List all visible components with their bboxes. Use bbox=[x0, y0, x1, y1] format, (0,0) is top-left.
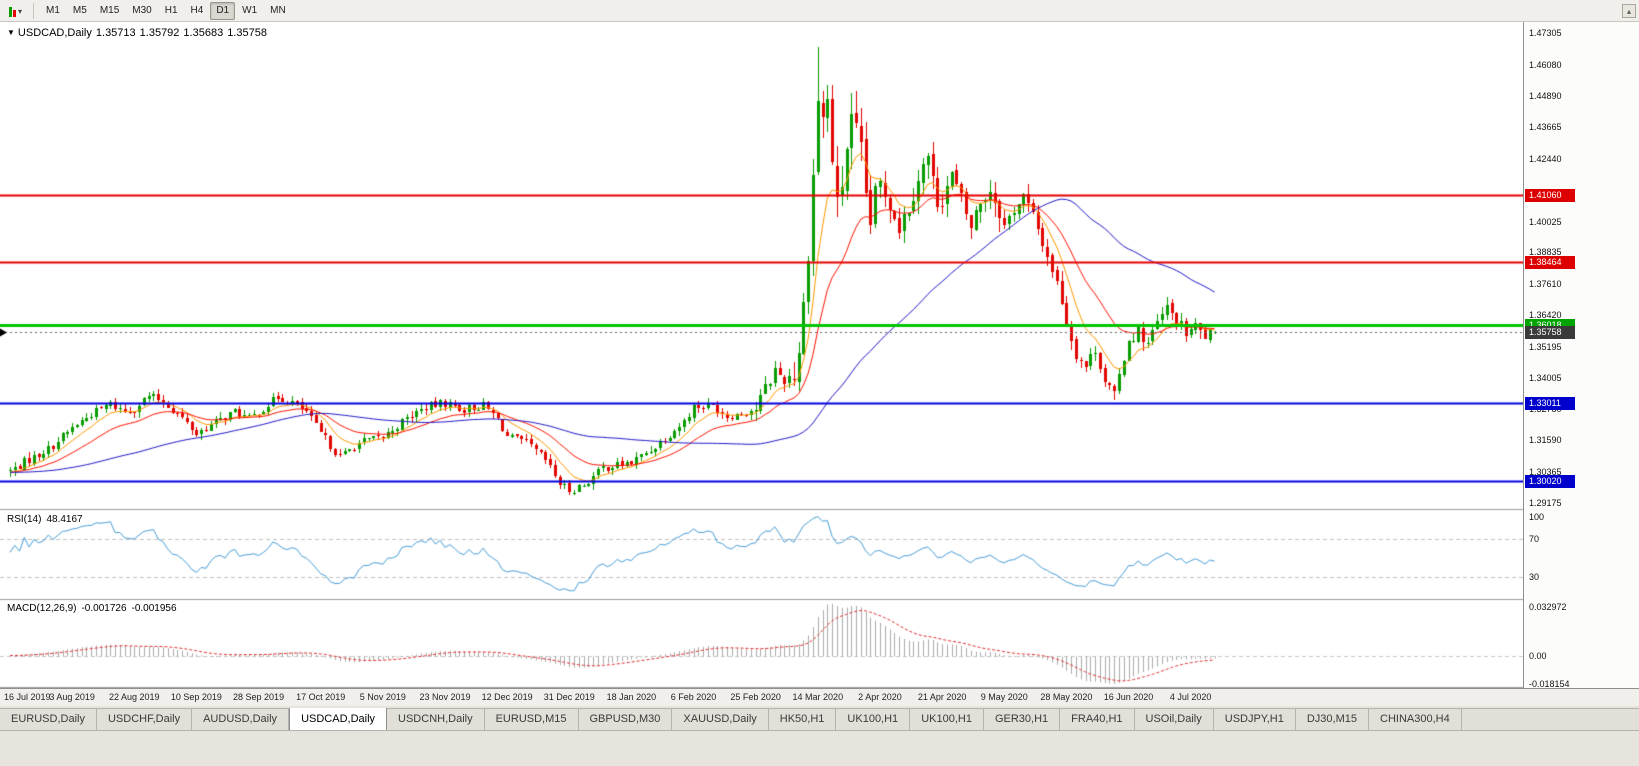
toolbar: ▾ M1 M5 M15 M30 H1 H4 D1 W1 MN ▴ bbox=[0, 0, 1639, 22]
axis-tick-label: 1.40025 bbox=[1529, 216, 1562, 227]
axis-tick-label: 1.30365 bbox=[1529, 466, 1562, 477]
axis-tick-label: 1.42440 bbox=[1529, 154, 1562, 165]
price-axis[interactable]: 1.47305 1.46080 1.44890 1.43665 1.42440 1.400… bbox=[1523, 22, 1639, 689]
date-tick-label: 18 Jan 2020 bbox=[606, 692, 657, 702]
date-tick-label: 17 Oct 2019 bbox=[296, 692, 346, 702]
macd-signal-value: -0.001956 bbox=[131, 603, 177, 614]
timeframe-button-M15[interactable]: M15 bbox=[99, 4, 120, 16]
date-tick-label: 14 Mar 2020 bbox=[792, 692, 844, 702]
date-tick-label: 6 Feb 2020 bbox=[670, 692, 717, 702]
axis-tick-label: 1.36420 bbox=[1529, 309, 1562, 320]
chart-tab-UK100-H1[interactable]: UK100,H1 bbox=[836, 709, 911, 730]
rsi-value: 48.4167 bbox=[46, 514, 83, 525]
date-tick-label: 10 Sep 2019 bbox=[170, 692, 222, 702]
macd-name: MACD(12,26,9) bbox=[7, 603, 77, 614]
macd-main-value: -0.001726 bbox=[81, 603, 127, 614]
timeframe-button-M1[interactable]: M1 bbox=[46, 4, 60, 16]
axis-tick-label: 1.29175 bbox=[1529, 497, 1562, 508]
axis-tick-label: 0.032972 bbox=[1529, 602, 1567, 612]
date-tick-label: 16 Jul 2019 bbox=[4, 692, 51, 702]
chart-tab-bar: EURUSD,Daily USDCHF,Daily AUDUSD,Daily USDC… bbox=[0, 708, 1639, 731]
rsi-name: RSI(14) bbox=[7, 514, 42, 525]
price-badge: 1.30020 bbox=[1525, 474, 1575, 488]
date-tick-label: 16 Jun 2020 bbox=[1103, 692, 1154, 702]
timeframe-button-M5[interactable]: M5 bbox=[72, 4, 87, 16]
date-tick-label: 21 Apr 2020 bbox=[917, 692, 967, 702]
price-badge: 1.41060 bbox=[1525, 188, 1575, 202]
price-chart-canvas[interactable] bbox=[0, 22, 1523, 688]
chart-tab-EURUSD-M15[interactable]: EURUSD,M15 bbox=[485, 709, 579, 730]
timeframe-buttons: M1 M5 M15 M30 H1 H4 D1 W1 MN bbox=[40, 1, 292, 20]
chart-tab-USDCNH-Daily[interactable]: USDCNH,Daily bbox=[387, 709, 485, 730]
timeframe-button-H4[interactable]: H4 bbox=[190, 4, 204, 16]
timeframe-button-M30[interactable]: M30 bbox=[132, 4, 152, 16]
toolbar-separator bbox=[33, 2, 35, 19]
chart-region[interactable]: ▼ USDCAD,Daily 1.35713 1.35792 1.35683 1.3575… bbox=[0, 22, 1523, 688]
axis-tick-label: 0.00 bbox=[1529, 650, 1547, 661]
chart-type-button[interactable]: ▾ bbox=[4, 2, 27, 20]
chart-tab-GBPUSD-M30[interactable]: GBPUSD,M30 bbox=[579, 709, 673, 730]
axis-tick-label: 1.46080 bbox=[1529, 59, 1562, 70]
chart-tab-USOil-Daily[interactable]: USOil,Daily bbox=[1135, 709, 1214, 730]
chart-tab-XAUUSD-Daily[interactable]: XAUUSD,Daily bbox=[672, 709, 769, 730]
price-badge: 1.38464 bbox=[1525, 256, 1575, 270]
chart-tab-USDCAD-Daily[interactable]: USDCAD,Daily bbox=[289, 708, 388, 730]
timeframe-button-H1[interactable]: H1 bbox=[164, 4, 178, 16]
quote-close: 1.35758 bbox=[227, 27, 267, 39]
quote-open: 1.35713 bbox=[95, 27, 136, 39]
chart-tab-EURUSD-Daily[interactable]: EURUSD,Daily bbox=[0, 709, 97, 730]
axis-tick-label: 1.44890 bbox=[1529, 90, 1562, 101]
chart-tab-USDCHF-Daily[interactable]: USDCHF,Daily bbox=[97, 709, 193, 730]
date-tick-label: 2 Apr 2020 bbox=[858, 692, 902, 702]
chart-tab-UK100-H1[interactable]: UK100,H1 bbox=[910, 709, 984, 730]
date-tick-label: 3 Aug 2019 bbox=[49, 692, 95, 702]
chart-tab-CHINA300-H4[interactable]: CHINA300,H4 bbox=[1369, 709, 1462, 730]
date-tick-label: 28 May 2020 bbox=[1040, 692, 1093, 702]
date-tick-label: 9 May 2020 bbox=[980, 692, 1028, 702]
quote-low: 1.35683 bbox=[183, 27, 224, 39]
date-tick-label: 28 Sep 2019 bbox=[233, 692, 285, 702]
chart-tab-USDJPY-H1[interactable]: USDJPY,H1 bbox=[1214, 709, 1296, 730]
date-axis[interactable]: 16 Jul 2019 3 Aug 2019 22 Aug 2019 10 Sep 2… bbox=[0, 688, 1639, 706]
candlestick-icon bbox=[9, 6, 12, 17]
timeframe-button-D1[interactable]: D1 bbox=[210, 1, 236, 20]
chart-tab-AUDUSD-Daily[interactable]: AUDUSD,Daily bbox=[192, 709, 290, 730]
chart-tab-FRA40-H1[interactable]: FRA40,H1 bbox=[1060, 709, 1135, 730]
symbol-name: USDCAD,Daily bbox=[17, 27, 92, 39]
axis-tick-label: 1.31590 bbox=[1529, 435, 1562, 446]
timeframe-button-W1[interactable]: W1 bbox=[242, 4, 258, 16]
axis-tick-label: 1.38835 bbox=[1529, 247, 1562, 258]
chart-title: ▼ USDCAD,Daily 1.35713 1.35792 1.35683 1.3575… bbox=[7, 27, 271, 39]
scroll-up-button[interactable]: ▴ bbox=[1622, 4, 1636, 18]
axis-tick-label: 30 bbox=[1529, 572, 1540, 583]
chevron-down-icon: ▾ bbox=[18, 6, 23, 16]
axis-tick-label: -0.018154 bbox=[1529, 679, 1570, 689]
price-badge: 1.33011 bbox=[1525, 397, 1575, 411]
timeframe-button-MN[interactable]: MN bbox=[270, 4, 286, 16]
date-tick-label: 5 Nov 2019 bbox=[359, 692, 406, 702]
chart-tab-GER30-H1[interactable]: GER30,H1 bbox=[984, 709, 1061, 730]
date-tick-label: 31 Dec 2019 bbox=[543, 692, 595, 702]
quote-high: 1.35792 bbox=[139, 27, 180, 39]
price-badge: 1.35758 bbox=[1525, 326, 1575, 340]
axis-tick-label: 1.47305 bbox=[1529, 28, 1562, 38]
date-tick-label: 4 Jul 2020 bbox=[1169, 692, 1212, 702]
axis-tick-label: 1.43665 bbox=[1529, 122, 1562, 133]
candlestick-icon bbox=[13, 9, 16, 17]
chart-tab-HK50-H1[interactable]: HK50,H1 bbox=[769, 709, 837, 730]
rsi-indicator-label: RSI(14) 48.4167 bbox=[7, 514, 88, 525]
axis-tick-label: 1.37610 bbox=[1529, 279, 1562, 290]
date-tick-label: 25 Feb 2020 bbox=[730, 692, 781, 702]
axis-tick-label: 1.35195 bbox=[1529, 341, 1562, 352]
axis-tick-label: 1.34005 bbox=[1529, 372, 1562, 383]
date-tick-label: 22 Aug 2019 bbox=[108, 692, 160, 702]
date-tick-label: 23 Nov 2019 bbox=[419, 692, 471, 702]
collapse-triangle-icon: ▼ bbox=[7, 28, 15, 37]
macd-indicator-label: MACD(12,26,9) -0.001726 -0.001956 bbox=[7, 603, 182, 614]
axis-tick-label: 100 bbox=[1529, 512, 1545, 522]
axis-tick-label: 70 bbox=[1529, 534, 1540, 545]
date-tick-label: 12 Dec 2019 bbox=[481, 692, 533, 702]
chart-tab-DJ30-M15[interactable]: DJ30,M15 bbox=[1296, 709, 1369, 730]
